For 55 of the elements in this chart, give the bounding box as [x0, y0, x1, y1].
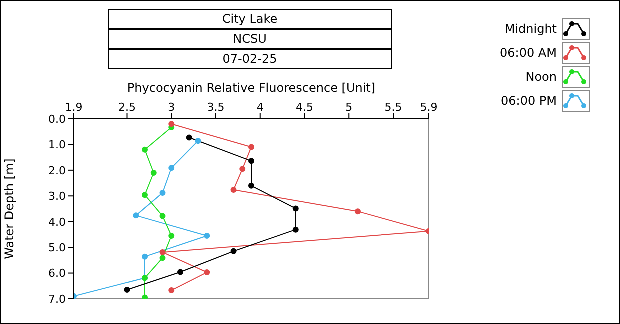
point	[160, 255, 166, 262]
point	[168, 121, 175, 128]
point	[133, 212, 140, 219]
legend-label: 06:00 PM	[500, 94, 557, 108]
point	[150, 170, 157, 176]
legend-label: Noon	[524, 70, 557, 84]
x-tick-label: 1.9	[65, 101, 83, 114]
y-tick-label: 3.0	[48, 190, 66, 204]
point	[240, 166, 246, 172]
point	[142, 254, 148, 260]
y-tick-label: 7.0	[48, 292, 66, 306]
x-tick-label: 3.5	[207, 101, 225, 114]
point	[142, 192, 148, 198]
point	[160, 213, 166, 220]
x-tick-label: 3	[168, 101, 176, 114]
point	[248, 182, 254, 189]
point	[142, 146, 148, 153]
chart-title: City Lake	[221, 11, 279, 28]
point	[160, 249, 166, 256]
y-tick-label: 1.0	[48, 138, 66, 152]
y-axis-title: Water Depth [m]	[2, 158, 16, 260]
point	[124, 287, 130, 293]
x-tick-label: 4.5	[296, 101, 314, 114]
point	[248, 158, 254, 164]
point	[230, 248, 237, 254]
point	[168, 288, 175, 294]
y-tick-label: 2.0	[48, 164, 66, 178]
point	[168, 165, 175, 172]
x-tick-label: 5.5	[384, 101, 402, 114]
point	[292, 206, 299, 212]
point	[355, 208, 361, 215]
chart-subtitle: NCSU	[109, 28, 391, 48]
y-tick-label: 6.0	[48, 267, 66, 280]
point	[248, 144, 254, 150]
point	[168, 233, 175, 239]
x-tick-label: 2.5	[118, 101, 136, 114]
legend-label: Midnight	[504, 22, 557, 36]
y-tick-label: 0.0	[48, 112, 66, 126]
text: 07-02-25	[109, 48, 391, 68]
point	[230, 186, 237, 193]
point	[204, 270, 210, 276]
point	[204, 233, 210, 239]
x-axis-title: Phycocyanin Relative Fluorescence [Unit]	[126, 81, 377, 95]
x-tick-label: 5	[346, 101, 353, 114]
point	[142, 294, 148, 299]
y-tick-label: 4.0	[48, 216, 66, 229]
legend-label: 06:00 AM	[499, 46, 557, 60]
point	[186, 134, 192, 141]
point	[178, 269, 184, 276]
y-tick-label: 5.0	[48, 241, 66, 254]
x-tick-label: 4	[256, 101, 264, 114]
point	[195, 138, 202, 144]
point	[292, 226, 299, 233]
x-tick-label: 5.9	[420, 101, 438, 114]
point	[160, 190, 166, 196]
